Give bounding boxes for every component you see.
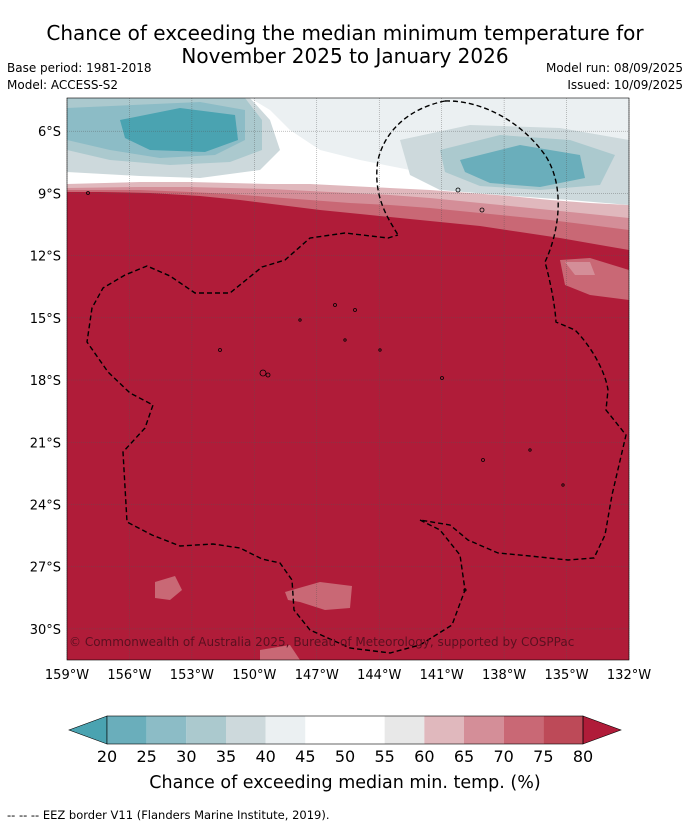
longitude-label: 159°W (45, 668, 89, 683)
colorbar-tick-label: 75 (533, 747, 553, 766)
latitude-label: 6°S (38, 125, 61, 140)
eez-kiribati (419, 100, 627, 561)
colorbar-segment (503, 716, 544, 744)
colorbar-tick-label: 50 (335, 747, 355, 766)
patch-south-west (155, 576, 182, 600)
colorbar-tick-label: 20 (97, 747, 117, 766)
chart-title: Chance of exceeding the median minimum t… (0, 22, 690, 68)
longitude-label: 153°W (170, 668, 214, 683)
longitude-label: 150°W (232, 668, 276, 683)
colorbar-segment (305, 716, 345, 744)
latitude-label: 30°S (30, 623, 61, 638)
title-line-2: November 2025 to January 2026 (181, 44, 509, 68)
colorbar-tick-label: 60 (414, 747, 434, 766)
eez-borders (86, 100, 627, 654)
island (481, 458, 485, 462)
patch-east-70 (565, 262, 595, 275)
colorbar-segment (265, 716, 306, 744)
island (343, 338, 347, 342)
colorbar-segment (226, 716, 266, 744)
model-name: Model: ACCESS-S2 (7, 78, 119, 92)
eez-north (376, 100, 446, 236)
map-frame (66, 97, 630, 661)
colorbar-tick-label: 30 (176, 747, 196, 766)
colorbar-segment (384, 716, 425, 744)
patch-south-bottom (260, 645, 300, 660)
colorbar-label: Chance of exceeding median min. temp. (%… (149, 773, 540, 793)
longitude-label: 132°W (607, 668, 651, 683)
island (259, 369, 267, 377)
island (218, 348, 222, 352)
latitude-label: 12°S (30, 250, 61, 265)
longitude-label: 147°W (295, 668, 339, 683)
island (440, 376, 444, 380)
latitude-label: 27°S (30, 561, 61, 576)
colorbar-tick-label: 65 (454, 747, 474, 766)
colorbar-tick-label: 45 (295, 747, 315, 766)
island (378, 348, 382, 352)
island (298, 318, 302, 322)
eez-polynesia (86, 232, 466, 654)
colorbar-lower-extension (68, 715, 108, 745)
island (265, 372, 271, 378)
island (455, 187, 461, 193)
latitude-label: 18°S (30, 374, 61, 389)
island (353, 308, 357, 312)
meta-left: Base period: 1981-2018 Model: ACCESS-S2 (7, 60, 152, 94)
colorbar-tick-label: 55 (374, 747, 394, 766)
longitude-label: 156°W (107, 668, 151, 683)
map-field (67, 98, 629, 660)
colorbar (68, 715, 622, 745)
colorbar-frame (106, 715, 584, 745)
longitude-label: 138°W (482, 668, 526, 683)
model-run: Model run: 08/09/2025 (545, 61, 683, 75)
colorbar-tick-label: 25 (136, 747, 156, 766)
colorbar-upper-extension (582, 715, 622, 745)
meta-right: Model run: 08/09/2025 Issued: 10/09/2025 (546, 60, 683, 94)
colorbar-tick-label: 40 (255, 747, 275, 766)
field-band-25-east (460, 145, 585, 187)
copyright-text: © Commonwealth of Australia 2025, Bureau… (69, 635, 574, 649)
longitude-labels: 159°W 156°W 153°W 150°W 147°W 144°W 141°W 138°W… (45, 668, 651, 683)
colorbar-segment (186, 716, 226, 744)
longitude-label: 135°W (544, 668, 588, 683)
patch-south-central (285, 582, 352, 610)
title-line-1: Chance of exceeding the median minimum t… (46, 21, 644, 45)
islands (86, 187, 565, 592)
colorbar-tick-label: 70 (493, 747, 513, 766)
colorbar-segment (543, 716, 583, 744)
issued-date: Issued: 10/09/2025 (567, 78, 683, 92)
colorbar-tick-label: 80 (573, 747, 593, 766)
latitude-label: 9°S (38, 187, 61, 202)
latitude-label: 24°S (30, 498, 61, 513)
island (479, 207, 485, 213)
colorbar-segment (146, 716, 187, 744)
island (333, 303, 337, 307)
base-period: Base period: 1981-2018 (7, 61, 152, 75)
colorbar-tick-label: 35 (216, 747, 236, 766)
latitude-label: 21°S (30, 436, 61, 451)
colorbar-segment (107, 716, 147, 744)
latitude-label: 15°S (30, 312, 61, 327)
island (561, 483, 565, 487)
island (528, 448, 532, 452)
island (86, 191, 90, 195)
island (463, 588, 467, 592)
colorbar-ticks: 20 25 30 35 40 45 50 55 60 65 70 75 80 (97, 747, 593, 766)
latitude-labels: 6°S 9°S 12°S 15°S 18°S 21°S 24°S 27°S 30°S (30, 125, 61, 638)
colorbar-segment (464, 716, 504, 744)
field-band-20-west (120, 108, 238, 152)
colorbar-segment (345, 716, 385, 744)
longitude-label: 144°W (357, 668, 401, 683)
footnote: -- -- -- EEZ border V11 (Flanders Marine… (7, 808, 330, 822)
longitude-label: 141°W (420, 668, 464, 683)
colorbar-segment (424, 716, 464, 744)
